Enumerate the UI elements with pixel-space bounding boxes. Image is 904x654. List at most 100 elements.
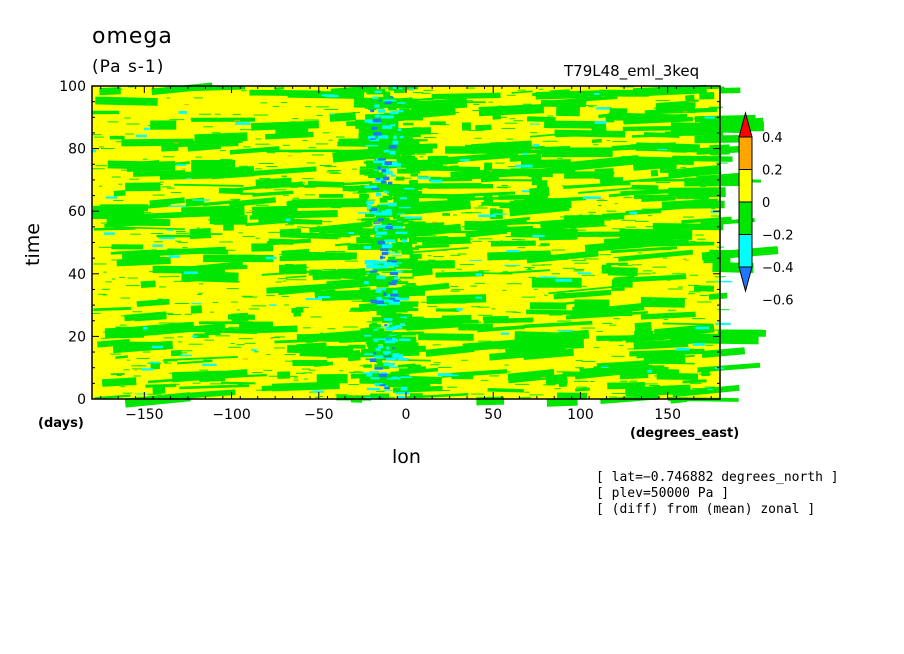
- contour-dash: [152, 330, 168, 332]
- contour-dash: [582, 152, 592, 154]
- contour-dash: [274, 336, 286, 338]
- contour-dash: [369, 321, 374, 323]
- contour-fill-orange: [134, 369, 138, 371]
- contour-fill-orange: [432, 221, 438, 223]
- contour-dash: [169, 250, 180, 252]
- central-band: [359, 287, 371, 291]
- contour-dash: [351, 155, 358, 157]
- central-band-blue: [374, 367, 383, 370]
- central-band-cyan: [392, 290, 398, 294]
- contour-fill-orange: [489, 170, 493, 172]
- contour-dash: [700, 186, 707, 188]
- contour-fill-neg: [544, 120, 598, 129]
- contour-dash: [322, 269, 336, 271]
- contour-dash: [574, 380, 589, 382]
- contour-dash: [612, 312, 618, 314]
- contour-fill-neg: [225, 373, 267, 378]
- contour-dash: [538, 245, 547, 247]
- contour-dash: [505, 236, 520, 238]
- y-axis-unit: (days): [38, 416, 84, 431]
- central-band-cyan: [391, 270, 403, 273]
- contour-dash: [92, 134, 102, 136]
- contour-fill-neg: [329, 112, 356, 122]
- contour-dash: [642, 270, 653, 272]
- contour-dash: [263, 369, 273, 371]
- contour-dash: [507, 166, 519, 168]
- contour-dash: [574, 262, 589, 264]
- contour-fill-neg: [615, 274, 687, 283]
- central-band-cyan: [389, 111, 399, 115]
- central-band: [401, 340, 411, 347]
- contour-dash: [548, 333, 553, 335]
- contour-dash: [538, 88, 544, 90]
- contour-dash: [683, 216, 695, 218]
- contour-dash: [601, 267, 611, 269]
- central-band-blue: [390, 293, 399, 297]
- contour-dash: [410, 102, 421, 104]
- contour-dash: [364, 237, 380, 239]
- contour-dash: [580, 104, 590, 106]
- contour-dash: [575, 360, 583, 362]
- contour-dash: [391, 276, 397, 278]
- contour-dash: [296, 279, 307, 281]
- contour-dash: [198, 113, 212, 115]
- central-band-blue: [371, 188, 380, 190]
- contour-dash: [190, 118, 203, 120]
- contour-fill-cyan: [329, 113, 335, 115]
- contour-dash: [703, 94, 709, 96]
- contour-dash: [608, 396, 617, 398]
- central-band-cyan: [370, 135, 376, 139]
- central-band: [409, 381, 431, 388]
- central-band: [376, 282, 389, 288]
- contour-fill-neg: [265, 149, 339, 153]
- contour-fill-cyan: [141, 368, 154, 371]
- central-band: [379, 197, 388, 203]
- contour-dash: [477, 306, 490, 308]
- annotation-pressure-level: [ plev=50000 Pa ]: [596, 486, 730, 501]
- central-band: [395, 241, 417, 244]
- contour-fill-neg: [652, 222, 724, 231]
- contour-fill-neg: [520, 159, 571, 169]
- contour-dash: [266, 166, 278, 168]
- contour-dash: [555, 233, 561, 235]
- contour-fill-cyan: [191, 335, 198, 338]
- contour-dash: [667, 157, 682, 159]
- contour-dash: [188, 343, 203, 345]
- contour-dash: [697, 238, 706, 240]
- central-band: [404, 290, 425, 296]
- contour-dash: [115, 309, 124, 311]
- contour-fill-neg: [277, 371, 291, 379]
- central-band-cyan: [390, 262, 395, 264]
- contour-fill-neg: [316, 374, 348, 384]
- contour-fill-neg: [658, 100, 696, 110]
- contour-fill-neg: [681, 216, 732, 224]
- contour-dash: [211, 132, 221, 134]
- contour-dash: [416, 153, 426, 155]
- central-band: [369, 294, 384, 299]
- contour-fill-neg: [540, 243, 550, 246]
- contour-fill-neg: [636, 348, 695, 359]
- central-band-cyan: [382, 170, 393, 175]
- central-band: [397, 314, 409, 317]
- contour-dash: [98, 146, 105, 148]
- contour-dash: [230, 342, 235, 344]
- contour-fill-neg: [220, 159, 233, 162]
- contour-dash: [293, 377, 299, 379]
- contour-dash: [651, 276, 664, 278]
- central-band: [368, 172, 387, 179]
- contour-fill-cyan: [469, 259, 483, 261]
- contour-dash: [432, 256, 444, 258]
- contour-dash: [315, 335, 319, 337]
- contour-fill-neg: [553, 289, 612, 300]
- contour-fill-neg: [172, 370, 224, 380]
- contour-dash: [243, 296, 258, 298]
- contour-dash: [352, 111, 361, 113]
- annotation-diff: [ (diff) from (mean) zonal ]: [596, 502, 816, 517]
- contour-dash: [125, 133, 134, 135]
- contour-dash: [433, 124, 447, 126]
- central-band-cyan: [369, 371, 380, 373]
- central-band: [401, 364, 421, 368]
- contour-dash: [282, 194, 289, 196]
- contour-fill-neg: [509, 153, 542, 162]
- contour-dash: [214, 86, 225, 88]
